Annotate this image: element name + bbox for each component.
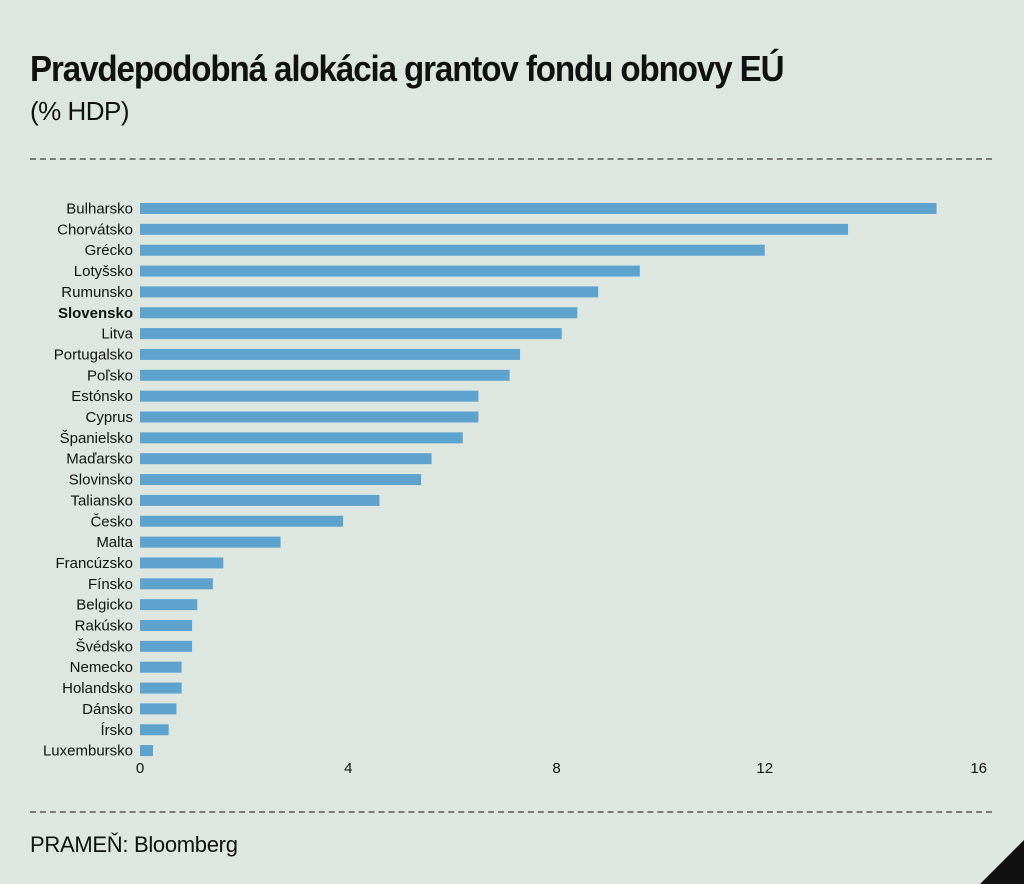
category-label: Dánsko (82, 701, 133, 718)
x-tick-label: 4 (344, 760, 352, 777)
category-label: Slovensko (58, 305, 133, 322)
category-label: Maďarsko (66, 451, 133, 468)
bar (140, 599, 198, 611)
category-label: Slovinsko (69, 472, 133, 489)
category-label: Španielsko (60, 430, 133, 447)
bar (140, 557, 224, 569)
category-label: Belgicko (76, 597, 133, 614)
category-label: Malta (96, 534, 133, 551)
bar (140, 724, 169, 736)
x-tick-label: 16 (970, 760, 987, 777)
bar (140, 411, 479, 423)
category-label: Nemecko (70, 659, 133, 676)
bar (140, 703, 177, 715)
category-label: Rumunsko (61, 284, 133, 301)
bar (140, 682, 182, 694)
bar (140, 244, 765, 256)
bar (140, 265, 640, 277)
bar (140, 203, 937, 214)
category-label: Švédsko (75, 638, 133, 655)
bar (140, 369, 510, 381)
category-label: Taliansko (70, 492, 133, 509)
category-label: Francúzsko (55, 555, 133, 572)
bar (140, 661, 182, 673)
category-label: Grécko (85, 242, 133, 259)
corner-triangle-icon (980, 840, 1024, 884)
category-label: Fínsko (88, 576, 133, 593)
bar (140, 620, 193, 631)
category-label: Luxembursko (43, 743, 133, 760)
bar (140, 494, 380, 506)
category-label: Holandsko (62, 680, 133, 697)
x-tick-label: 0 (136, 760, 144, 777)
category-label: Chorvátsko (57, 221, 133, 238)
bar (140, 328, 562, 340)
chart-subtitle: (% HDP) (30, 96, 130, 126)
bar (140, 286, 599, 298)
bar (140, 640, 193, 652)
bar (140, 223, 849, 235)
category-label: Portugalsko (54, 346, 133, 363)
top-divider (30, 158, 992, 160)
category-label: Estónsko (71, 388, 133, 405)
category-label: Cyprus (85, 409, 133, 426)
bar (140, 515, 344, 527)
category-label: Írsko (100, 722, 133, 739)
category-label: Poľsko (87, 367, 133, 384)
category-label: Rakúsko (75, 618, 133, 635)
bar (140, 390, 479, 402)
bar (140, 474, 422, 486)
x-tick-label: 8 (552, 760, 560, 777)
category-label: Lotyšsko (74, 263, 133, 280)
bar (140, 348, 521, 360)
bottom-divider (30, 811, 992, 813)
chart-title: Pravdepodobná alokácia grantov fondu obn… (30, 48, 785, 89)
bar (140, 432, 463, 444)
source-note: PRAMEŇ: Bloomberg (30, 832, 238, 857)
bar-chart: Bulharsko Chorvátsko Grécko Lotyšsko Rumunsk… (43, 201, 987, 778)
bar (140, 578, 213, 590)
category-label: Bulharsko (66, 201, 133, 218)
bar (140, 745, 154, 757)
category-label: Litva (101, 326, 133, 343)
bar (140, 536, 281, 548)
bar (140, 453, 432, 465)
bar (140, 307, 578, 319)
x-tick-label: 12 (756, 760, 773, 777)
category-label: Česko (90, 513, 133, 530)
